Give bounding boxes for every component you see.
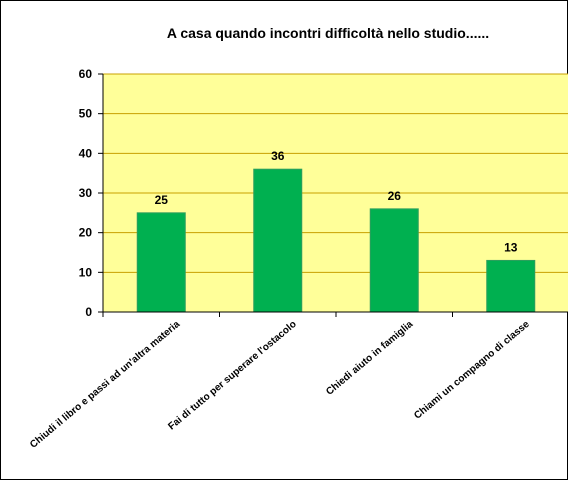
chart-title: A casa quando incontri difficoltà nello …	[167, 25, 489, 41]
x-category-label: Chiudi il libro e passi ad un'altra mate…	[28, 319, 182, 451]
y-tick-label: 60	[79, 67, 93, 81]
data-label: 36	[271, 149, 285, 163]
y-tick-label: 0	[85, 305, 92, 319]
y-tick-label: 40	[79, 146, 93, 160]
bar	[253, 168, 303, 313]
data-label: 26	[388, 189, 402, 203]
y-tick-label: 50	[79, 107, 93, 121]
data-label: 25	[155, 193, 169, 207]
data-label: 13	[504, 240, 518, 254]
bar	[369, 208, 419, 313]
bar	[486, 259, 536, 313]
axes	[98, 73, 568, 317]
y-tick-label: 10	[79, 265, 93, 279]
x-category-label: Chiedi aiuto in famiglia	[324, 319, 415, 398]
y-tick-label: 30	[79, 186, 93, 200]
x-category-label: Fai di tutto per superare l'ostacolo	[166, 319, 298, 433]
bar	[136, 212, 186, 313]
bars	[136, 168, 536, 313]
y-tick-label: 20	[79, 226, 93, 240]
x-category-label: Chiami un compagno di classe	[412, 319, 532, 422]
